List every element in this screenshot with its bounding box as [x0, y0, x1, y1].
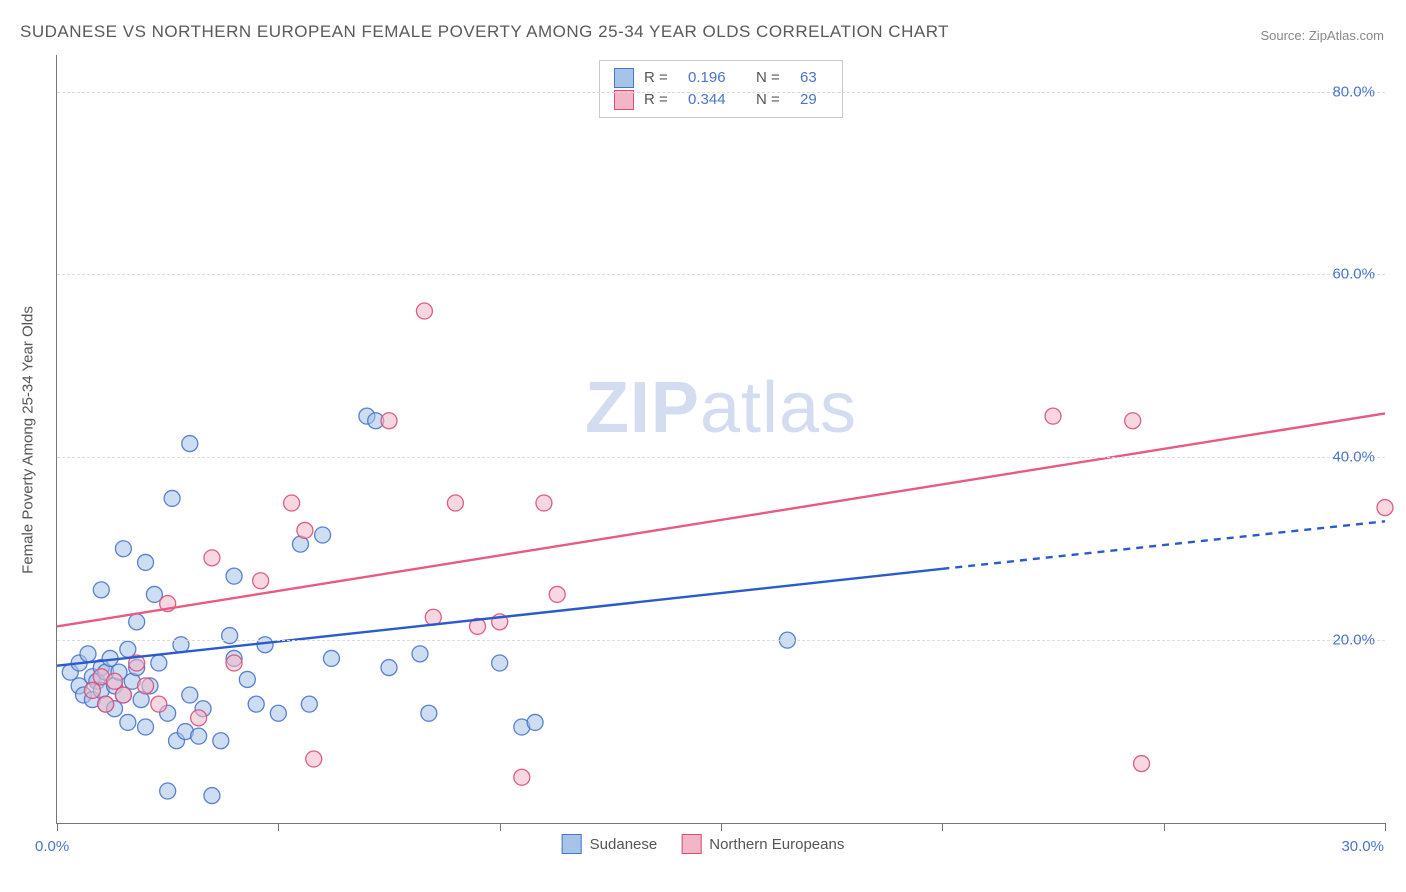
- scatter-point: [173, 637, 189, 653]
- scatter-point: [306, 751, 322, 767]
- scatter-point: [1125, 413, 1141, 429]
- scatter-point: [315, 527, 331, 543]
- scatter-point: [204, 550, 220, 566]
- scatter-point: [204, 788, 220, 804]
- swatch-pink-icon: [681, 834, 701, 854]
- scatter-point: [151, 655, 167, 671]
- regression-line-dashed: [942, 521, 1385, 569]
- scatter-point: [164, 490, 180, 506]
- scatter-point: [549, 586, 565, 602]
- scatter-point: [226, 655, 242, 671]
- gridline: [57, 640, 1385, 641]
- plot-area: ZIPatlas R = 0.196 N = 63 R = 0.344 N = …: [56, 55, 1385, 824]
- scatter-point: [98, 696, 114, 712]
- scatter-point: [160, 783, 176, 799]
- bottom-legend: Sudanese Northern Europeans: [562, 834, 845, 854]
- regression-line: [57, 569, 942, 666]
- source-label: Source: ZipAtlas.com: [1260, 28, 1384, 43]
- x-tick: [278, 823, 279, 831]
- scatter-point: [115, 541, 131, 557]
- scatter-point: [248, 696, 264, 712]
- scatter-point: [222, 628, 238, 644]
- n-value-1: 63: [800, 67, 828, 89]
- scatter-point: [84, 682, 100, 698]
- scatter-point: [416, 303, 432, 319]
- plot-svg: [57, 55, 1385, 823]
- y-tick-label: 80.0%: [1332, 83, 1375, 100]
- r-label-1: R =: [644, 67, 678, 89]
- scatter-point: [107, 673, 123, 689]
- gridline: [57, 92, 1385, 93]
- scatter-point: [1377, 500, 1393, 516]
- scatter-point: [138, 678, 154, 694]
- scatter-point: [412, 646, 428, 662]
- scatter-point: [421, 705, 437, 721]
- scatter-point: [514, 769, 530, 785]
- correlation-row-1: R = 0.196 N = 63: [614, 67, 828, 89]
- n-label-1: N =: [756, 67, 790, 89]
- y-tick-label: 20.0%: [1332, 632, 1375, 649]
- chart-title: SUDANESE VS NORTHERN EUROPEAN FEMALE POV…: [20, 22, 949, 42]
- scatter-point: [120, 714, 136, 730]
- x-tick: [500, 823, 501, 831]
- x-tick: [57, 823, 58, 831]
- x-tick: [1385, 823, 1386, 831]
- swatch-blue-icon: [562, 834, 582, 854]
- chart-container: SUDANESE VS NORTHERN EUROPEAN FEMALE POV…: [0, 0, 1406, 892]
- scatter-point: [115, 687, 131, 703]
- y-tick-label: 60.0%: [1332, 266, 1375, 283]
- scatter-point: [120, 641, 136, 657]
- scatter-point: [536, 495, 552, 511]
- scatter-point: [129, 614, 145, 630]
- scatter-point: [239, 671, 255, 687]
- scatter-point: [191, 728, 207, 744]
- r-value-1: 0.196: [688, 67, 746, 89]
- gridline: [57, 457, 1385, 458]
- scatter-point: [297, 522, 313, 538]
- scatter-point: [381, 413, 397, 429]
- scatter-point: [492, 655, 508, 671]
- scatter-point: [138, 554, 154, 570]
- x-tick-label-max: 30.0%: [1341, 838, 1384, 855]
- scatter-point: [138, 719, 154, 735]
- x-tick-label-min: 0.0%: [35, 838, 69, 855]
- x-tick: [942, 823, 943, 831]
- gridline: [57, 274, 1385, 275]
- swatch-pink-icon: [614, 90, 634, 110]
- y-tick-label: 40.0%: [1332, 449, 1375, 466]
- scatter-point: [527, 714, 543, 730]
- scatter-point: [93, 582, 109, 598]
- legend-label-sudanese: Sudanese: [590, 836, 658, 853]
- y-axis-label: Female Poverty Among 25-34 Year Olds: [20, 306, 37, 574]
- legend-item-northern-europeans: Northern Europeans: [681, 834, 844, 854]
- scatter-point: [323, 650, 339, 666]
- legend-label-northern-europeans: Northern Europeans: [709, 836, 844, 853]
- scatter-point: [226, 568, 242, 584]
- scatter-point: [253, 573, 269, 589]
- scatter-point: [213, 733, 229, 749]
- regression-line: [57, 413, 1385, 626]
- legend-item-sudanese: Sudanese: [562, 834, 658, 854]
- scatter-point: [301, 696, 317, 712]
- scatter-point: [182, 687, 198, 703]
- scatter-point: [191, 710, 207, 726]
- scatter-point: [447, 495, 463, 511]
- x-tick: [1164, 823, 1165, 831]
- x-tick: [721, 823, 722, 831]
- scatter-point: [1134, 756, 1150, 772]
- correlation-box: R = 0.196 N = 63 R = 0.344 N = 29: [599, 60, 843, 118]
- swatch-blue-icon: [614, 68, 634, 88]
- scatter-point: [381, 660, 397, 676]
- scatter-point: [1045, 408, 1061, 424]
- scatter-point: [182, 436, 198, 452]
- scatter-point: [284, 495, 300, 511]
- scatter-point: [270, 705, 286, 721]
- scatter-point: [80, 646, 96, 662]
- scatter-point: [151, 696, 167, 712]
